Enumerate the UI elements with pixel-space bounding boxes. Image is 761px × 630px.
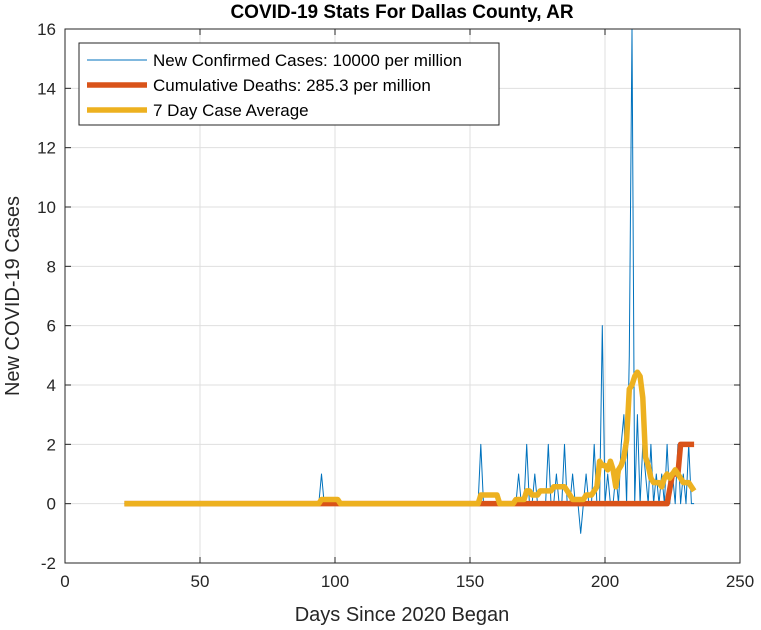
series-7-day-average: [124, 369, 697, 507]
chart-title: COVID-19 Stats For Dallas County, AR: [230, 2, 573, 23]
y-tick-label: 6: [47, 317, 56, 336]
legend-label-cumulative-deaths: Cumulative Deaths: 285.3 per million: [153, 76, 431, 95]
y-tick-label: 4: [47, 376, 56, 395]
legend: New Confirmed Cases: 10000 per million C…: [78, 42, 500, 126]
plot-area-border: [64, 28, 741, 564]
legend-label-7-day-average: 7 Day Case Average: [153, 101, 309, 120]
y-tick-label: -2: [41, 554, 56, 573]
series-cumulative-deaths: [124, 441, 695, 507]
x-tick-label: 0: [60, 572, 69, 591]
legend-entry-7-day-average: 7 Day Case Average: [87, 101, 309, 120]
x-tick-label: 50: [191, 572, 210, 591]
y-tick-label: 14: [37, 79, 56, 98]
x-tick-label: 100: [321, 572, 349, 591]
x-axis-label: Days Since 2020 Began: [295, 604, 510, 626]
axes: [64, 28, 741, 564]
plot-series: [124, 28, 697, 534]
x-tick-label: 200: [591, 572, 619, 591]
y-tick-label: 16: [37, 20, 56, 39]
legend-box: [78, 42, 500, 126]
x-tick-label: 150: [456, 572, 484, 591]
y-tick-label: 8: [47, 257, 56, 276]
legend-label-new-cases: New Confirmed Cases: 10000 per million: [153, 51, 462, 70]
legend-entry-cumulative-deaths: Cumulative Deaths: 285.3 per million: [87, 76, 431, 95]
x-tick-label: 250: [726, 572, 754, 591]
y-tick-label: 10: [37, 198, 56, 217]
y-tick-label: 0: [47, 495, 56, 514]
legend-entry-new-cases: New Confirmed Cases: 10000 per million: [87, 51, 462, 70]
y-axis-label: New COVID-19 Cases: [2, 196, 24, 396]
y-tick-label: 2: [47, 435, 56, 454]
y-tick-label: 12: [37, 139, 56, 158]
